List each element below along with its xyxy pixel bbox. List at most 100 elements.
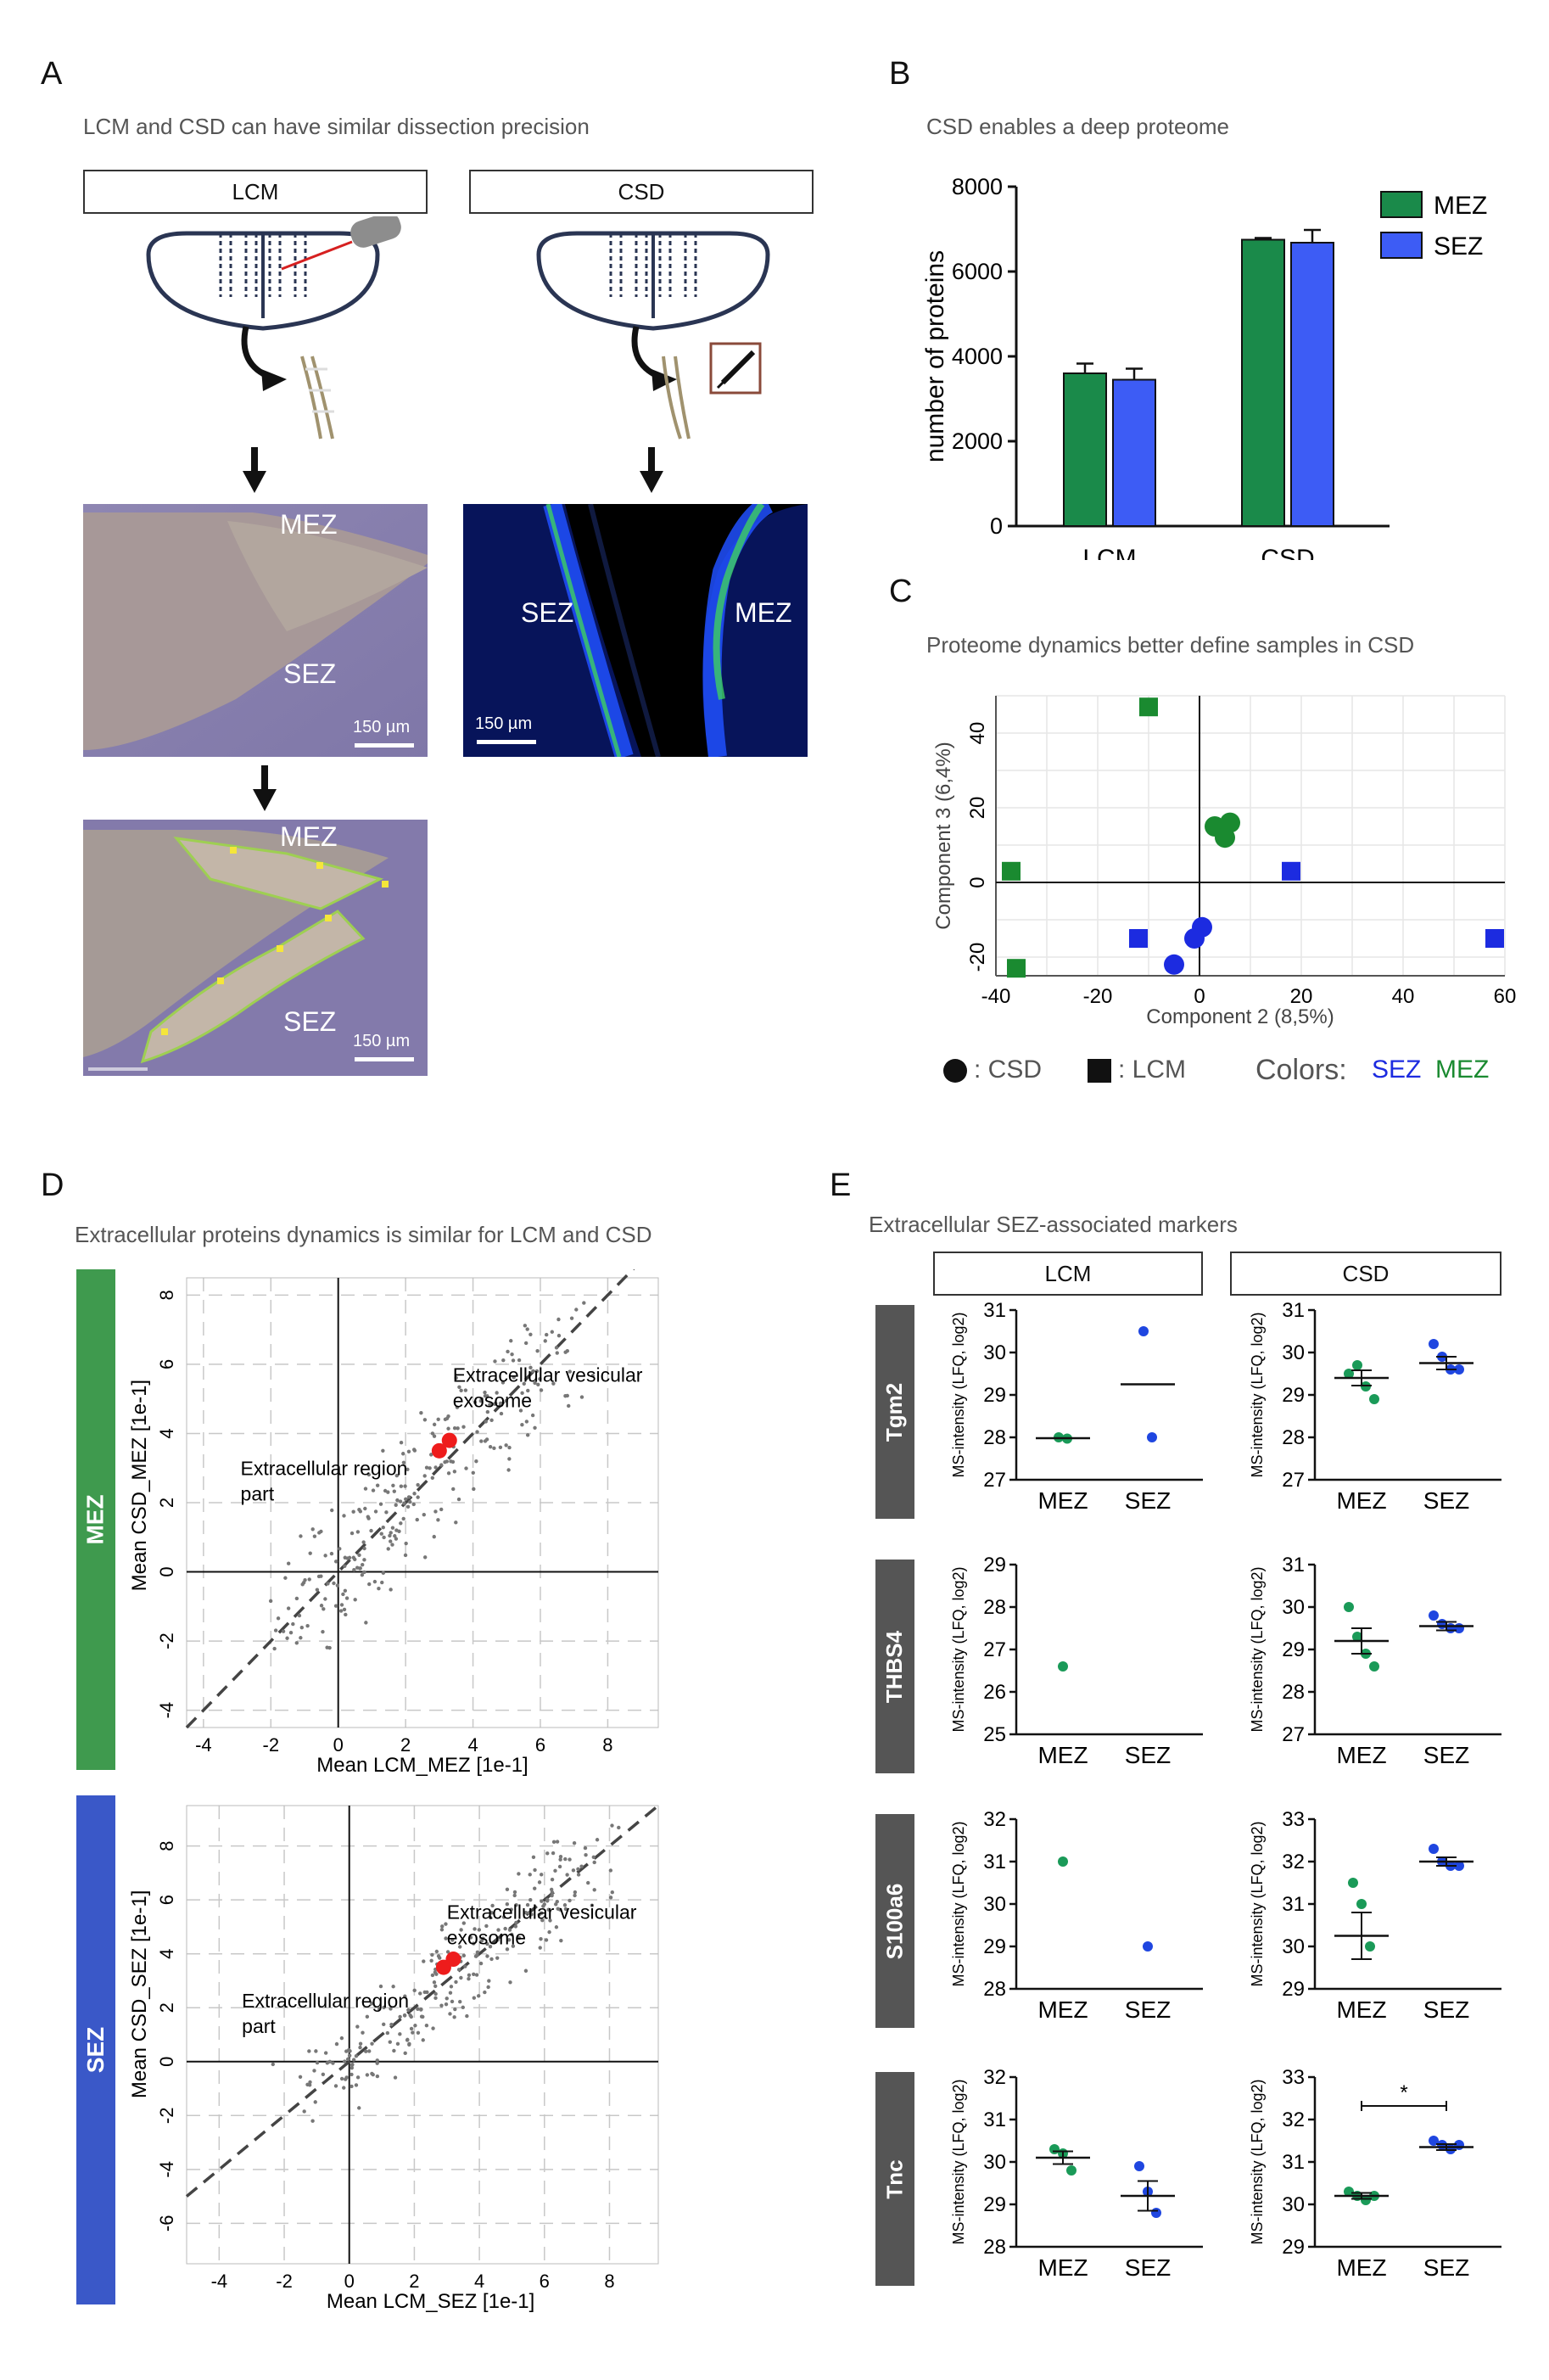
data-point [401,1516,405,1521]
data-point [486,1985,490,1990]
y-tick-label: 30 [1282,1935,1305,1958]
data-point [472,1941,476,1946]
y-tick-label: 31 [983,1851,1006,1873]
data-point [538,1376,542,1381]
data-point [412,1988,417,1993]
data-point [271,2062,275,2067]
x-tick-label: 0 [1194,985,1205,1008]
data-point [1058,1661,1068,1672]
lcm-box-label: LCM [83,170,428,214]
data-point [389,1588,393,1592]
data-point [445,1996,449,2001]
data-point [591,1855,596,1860]
data-point-square [1129,929,1148,948]
data-point [563,1394,568,1398]
data-point [530,1413,535,1418]
y-tick-label: 29 [983,2193,1006,2216]
data-point [348,2049,352,2053]
bar-mez-lcm [1063,372,1107,527]
data-point [373,1509,378,1514]
data-point [1429,1610,1439,1621]
gene-band: Tgm2 [875,1305,914,1519]
data-point [535,1348,540,1353]
data-point [339,2036,344,2041]
x-category-label: MEZ [1037,1996,1088,2023]
data-point [416,1482,420,1487]
diagonal-line [185,1269,635,1729]
data-point [365,2014,370,2019]
data-point [362,1570,366,1575]
y-tick-label: 4 [156,1949,177,1959]
data-point [473,1954,478,1958]
data-point [583,1845,588,1851]
data-point [395,1498,400,1503]
data-point [523,1324,528,1328]
data-point [538,1946,542,1950]
data-point [415,1517,419,1522]
data-point [525,1902,530,1907]
data-point [547,1929,551,1935]
data-point [291,1621,295,1627]
x-tick-label: 60 [1494,985,1517,1008]
y-tick-label: 29 [983,1935,1006,1958]
data-point [354,2083,359,2087]
y-axis-label: MS-intensity (LFQ, log2) [1249,2079,1266,2244]
x-tick-label: 4 [474,2271,484,2292]
data-point [548,1918,552,1923]
data-point [323,1597,327,1601]
data-point [498,1445,503,1450]
data-point [405,1504,411,1509]
y-tick-label: 4000 [952,344,1003,369]
data-point [379,1532,383,1536]
data-point [568,1898,572,1903]
data-point [315,2060,320,2065]
x-category-label: SEZ [1423,1487,1469,1514]
data-point [344,2075,349,2080]
data-point [432,1434,437,1438]
y-tick-label: 0 [966,876,989,888]
data-point [433,1996,438,2001]
data-point [592,1860,596,1865]
data-point [299,1626,305,1630]
data-point [463,1388,468,1392]
data-point [405,2037,410,2042]
x-category-label: MEZ [1336,1742,1386,1768]
data-point [399,1484,404,1488]
data-point [1352,1360,1362,1370]
data-point [433,1509,438,1514]
data-point [364,1621,368,1625]
data-point [430,1476,435,1481]
data-point [389,1539,393,1543]
data-point [403,1484,407,1488]
data-point [537,1880,542,1884]
data-point [540,1918,545,1923]
annotation-label: part [241,1482,275,1504]
data-point [528,1873,532,1877]
data-point [546,1907,551,1912]
data-point [1151,2208,1161,2218]
data-point [334,2041,339,2047]
x-axis-label: Mean LCM_SEZ [1e-1] [327,2290,534,2313]
data-point [569,1316,574,1320]
data-point [294,1596,299,1601]
x-category-label: MEZ [1037,1742,1088,1768]
data-point [308,2080,312,2085]
data-point [307,1577,311,1582]
x-category-label: SEZ [1125,1996,1171,2023]
csd-box-label: CSD [469,170,814,214]
data-point [584,1852,588,1857]
data-point [457,1945,462,1949]
data-point [571,1868,576,1873]
data-point [423,1555,428,1560]
data-point [305,2082,310,2087]
y-axis-label: MS-intensity (LFQ, log2) [950,1566,967,1732]
data-point [572,1841,577,1845]
data-point [338,1609,344,1613]
scale-label: 150 µm [353,718,411,736]
data-point [331,2061,335,2065]
data-point [514,1920,518,1925]
data-point [325,2061,330,2065]
annotation-label: Extracellular vesicular [453,1364,643,1386]
data-point [312,2069,316,2073]
data-point [506,1349,510,1354]
